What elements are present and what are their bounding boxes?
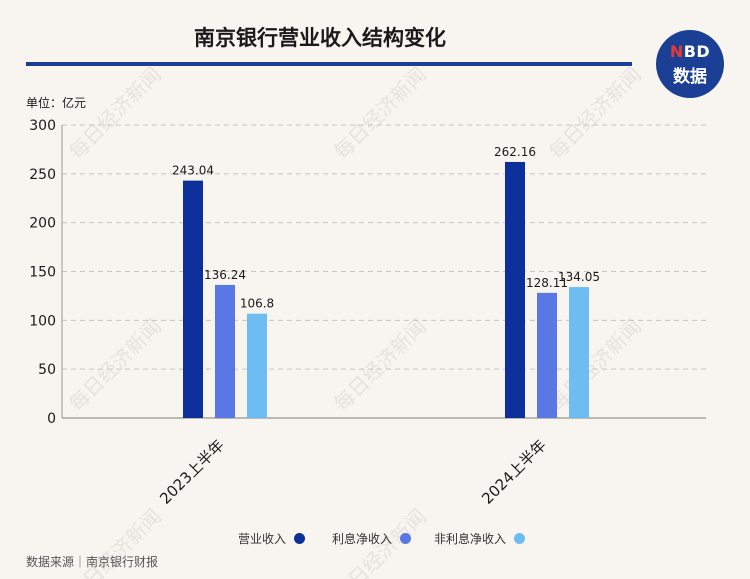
- bar-1-series-2: [215, 284, 235, 418]
- watermark-3: 每日经济新闻: [64, 314, 166, 416]
- bar-2-series-2: [537, 292, 557, 418]
- legend-item-series-3: 非利息净收入: [434, 530, 526, 547]
- y-tick-label-5: 250: [29, 167, 56, 183]
- unit-label: 单位：亿元: [26, 96, 87, 110]
- legend-item-series-2: 利息净收入: [332, 530, 412, 547]
- x-tick-label-1: 2023上半年: [156, 436, 228, 508]
- legend-swatch-series-2: [400, 533, 412, 544]
- watermark-5: 每日经济新闻: [544, 314, 646, 416]
- data-label-1-series-1: 243.04: [172, 164, 214, 178]
- title-underline: [26, 62, 632, 66]
- y-tick-label-1: 50: [38, 362, 56, 378]
- legend-label-series-3: 非利息净收入: [434, 532, 507, 546]
- logo-bottom-text: 数据: [673, 67, 707, 87]
- y-tick-label-3: 150: [29, 265, 56, 281]
- bar-2-series-1: [505, 161, 525, 418]
- legend-item-series-1: 营业收入: [238, 530, 306, 547]
- data-source-note: 数据来源｜南京银行财报: [26, 555, 159, 569]
- y-tick-label-6: 300: [29, 118, 56, 134]
- bar-1-series-1: [183, 180, 203, 418]
- watermark-4: 每日经济新闻: [329, 314, 431, 416]
- watermark-1: 每日经济新闻: [329, 62, 431, 164]
- bar-2-series-3: [569, 287, 589, 418]
- legend-label-series-2: 利息净收入: [332, 532, 393, 546]
- data-label-2-series-1: 262.16: [494, 145, 536, 159]
- data-label-2-series-3: 134.05: [558, 270, 600, 284]
- y-tick-label-2: 100: [29, 313, 56, 329]
- bar-1-series-3: [247, 313, 267, 418]
- watermark-0: 每日经济新闻: [64, 62, 166, 164]
- watermark-2: 每日经济新闻: [544, 62, 646, 164]
- logo-accent-letter: N: [669, 42, 684, 61]
- logo-top-text: BD: [683, 42, 711, 61]
- legend-swatch-series-3: [514, 533, 526, 544]
- legend-swatch-series-1: [294, 533, 306, 544]
- data-label-1-series-2: 136.24: [204, 268, 246, 282]
- x-tick-label-2: 2024上半年: [478, 436, 550, 508]
- y-tick-label-0: 0: [47, 411, 56, 427]
- data-label-1-series-3: 106.8: [240, 297, 274, 311]
- data-label-2-series-2: 128.11: [526, 276, 568, 290]
- chart-title: 南京银行营业收入结构变化: [194, 26, 446, 50]
- nbd-logo: NBD 数据: [656, 30, 724, 98]
- legend-label-series-1: 营业收入: [238, 532, 287, 546]
- y-tick-label-4: 200: [29, 216, 56, 232]
